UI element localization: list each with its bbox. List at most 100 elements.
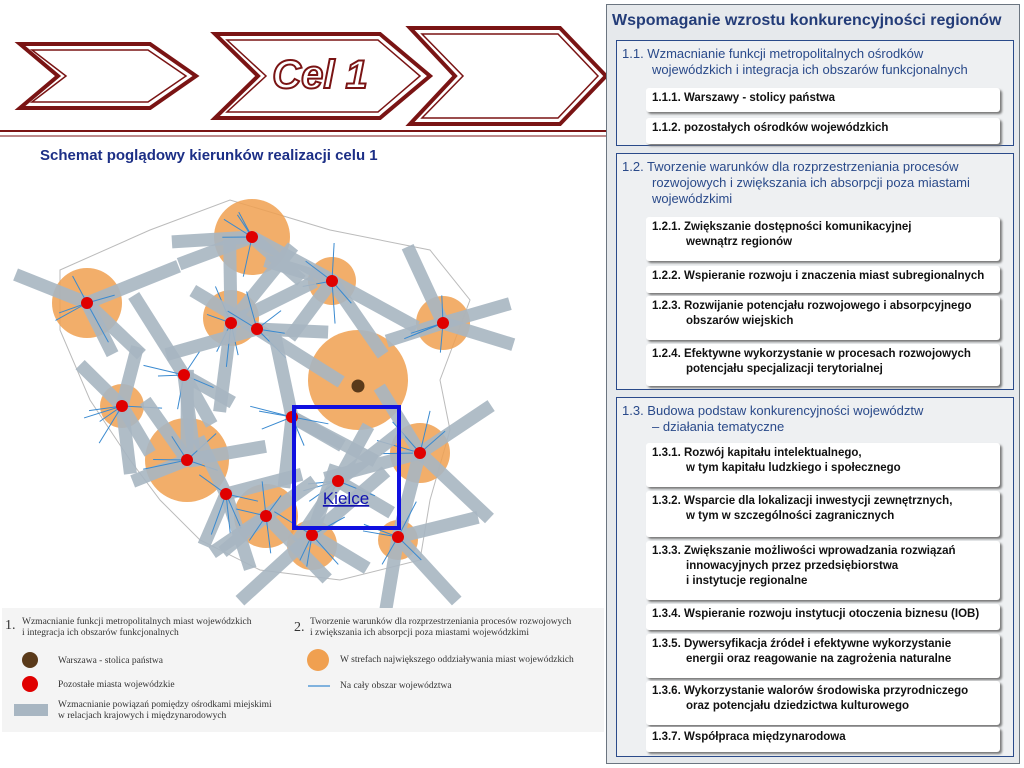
legend-item: W strefach największego oddziaływania mi… [340, 655, 574, 666]
text-line: 1.2.1. Zwiększanie dostępności komunikac… [652, 221, 912, 233]
text-line: innowacyjnych przez przedsiębiorstwa [686, 560, 899, 572]
chevrons [14, 26, 606, 126]
city [414, 447, 426, 459]
goal-label: Cel 1 [272, 53, 368, 97]
legend-item: Pozostałe miasta wojewódzkie [58, 680, 175, 691]
link-bar [235, 530, 317, 606]
text-line: i instytucje regionalne [686, 575, 808, 587]
text-line: potencjału specjalizacji terytorialnej [686, 363, 883, 375]
panel-title: Wspomaganie wzrostu konkurencyjności reg… [612, 12, 1002, 29]
city [392, 531, 404, 543]
legend-number: 1. [5, 618, 16, 633]
spread-arrow [419, 410, 431, 454]
link-bar [192, 435, 232, 497]
spread-arrow [242, 236, 253, 277]
link-bar [416, 400, 495, 459]
link-bar [393, 532, 462, 606]
text-line: wojewódzkimi [652, 191, 733, 206]
text-line: 1.2.2. Wspieranie rozwoju i znaczenia mi… [652, 270, 985, 282]
spread-arrow [265, 515, 272, 554]
link-bar [307, 466, 391, 540]
link-bar [288, 411, 346, 452]
spread-arrow [98, 405, 123, 444]
city [116, 400, 128, 412]
text-line: W strefach największego oddziaływania mi… [340, 655, 574, 665]
city [181, 454, 193, 466]
text-line: obszarów wiejskich [686, 315, 794, 327]
chevron-inner [225, 39, 422, 113]
link-bar [84, 260, 181, 310]
link-bar [396, 511, 480, 544]
legend-item: Warszawa - stolica państwa [58, 656, 163, 667]
link-bar [268, 333, 299, 419]
item-box: 1.2.2. Wspieranie rozwoju i znaczenia mi… [646, 266, 1000, 293]
item-box: 1.3.2. Wsparcie dla lokalizacji inwestyc… [646, 491, 1000, 537]
text-line: Na cały obszar województwa [340, 681, 452, 691]
legend-link [14, 704, 48, 716]
spread-arrow [86, 302, 109, 343]
item-box: 1.3.7. Współpraca międzynarodowa [646, 727, 1000, 752]
item-box: 1.3.1. Rozwój kapitału intelektualnego, w… [646, 443, 1000, 487]
spread-arrow [246, 291, 258, 330]
city [178, 369, 190, 381]
section-heading: 1.2. Tworzenie warunków dla rozprzestrze… [622, 159, 970, 207]
item-box: 1.3.3. Zwiększanie możliwości wprowadzan… [646, 541, 1000, 600]
text-line: Wzmacnianie funkcji metropolitalnych mia… [22, 617, 252, 627]
text-line: energii oraz reagowanie na zagrożenia na… [686, 653, 952, 665]
link-bar [128, 291, 190, 379]
text-line: 1.3.5. Dywersyfikacja źródeł i efektywne… [652, 638, 952, 650]
city [225, 317, 237, 329]
text-line: i zwiększania ich absorpcji poza miastam… [310, 628, 529, 638]
spread-arrow [55, 302, 88, 321]
link-bar [116, 402, 156, 457]
item-box: 1.2.1. Zwiększanie dostępności komunikac… [646, 217, 1000, 261]
link-bar [262, 475, 319, 522]
legend-item: Wzmacnianie powiązań pomiędzy ośrodkami … [58, 700, 272, 722]
city [246, 231, 258, 243]
legend-heading: Wzmacnianie funkcji metropolitalnych mia… [22, 617, 252, 639]
spread-arrow [225, 493, 231, 534]
legend-capital [22, 652, 38, 668]
text-line: 1.3.3. Zwiększanie możliwości wprowadzan… [652, 545, 956, 557]
city [81, 297, 93, 309]
text-line: 1.2.3. Rozwijanie potencjału rozwojowego… [652, 300, 972, 312]
legend-city [22, 676, 38, 692]
city [220, 488, 232, 500]
city [306, 529, 318, 541]
text-line: – działania tematyczne [652, 419, 785, 434]
link-bar [218, 510, 271, 557]
text-line: Tworzenie warunków dla rozprzestrzeniani… [310, 617, 572, 627]
item-box: 1.3.6. Wykorzystanie walorów środowiska … [646, 681, 1000, 725]
link-bar [115, 345, 144, 408]
text-line: w relacjach krajowych i międzynarodowych [58, 711, 227, 721]
text-line: w tym w szczególności zagranicznych [686, 510, 895, 522]
text-line: 1.3.1. Rozwój kapitału intelektualnego, [652, 447, 862, 459]
spread-arrow [311, 534, 339, 565]
city [326, 275, 338, 287]
link-bar [164, 322, 259, 361]
link-bar [333, 426, 406, 487]
text-line: 1.1.2. pozostałych ośrodków wojewódzkich [652, 122, 889, 134]
section-heading: 1.1. Wzmacnianie funkcji metropolitalnyc… [622, 46, 968, 78]
text-line: 1.2.4. Efektywne wykorzystanie w procesa… [652, 348, 971, 360]
link-bar [441, 316, 516, 351]
link-bar [225, 242, 299, 328]
link-bar [415, 448, 494, 524]
link-bar [328, 275, 420, 334]
text-line: 1.1. Wzmacnianie funkcji metropolitalnyc… [622, 46, 924, 61]
item-box: 1.1.1. Warszawy - stolicy państwa [646, 88, 1000, 112]
left-graphics: Cel 1 Schemat poglądowy kierunków realiz… [0, 26, 606, 732]
text-line: 1.3.7. Współpraca międzynarodowa [652, 731, 846, 743]
section-heading: 1.3. Budowa podstaw konkurencyjności woj… [622, 403, 923, 435]
capital [351, 379, 365, 393]
text-line: Pozostałe miasta wojewódzkie [58, 680, 175, 690]
link-bar [130, 453, 190, 488]
city [260, 510, 272, 522]
text-line: 1.3.6. Wykorzystanie walorów środowiska … [652, 685, 969, 697]
text-line: 1.2. Tworzenie warunków dla rozprzestrze… [622, 159, 959, 174]
link-bar [326, 277, 389, 359]
link-bar [197, 491, 232, 548]
item-box: 1.3.4. Wspieranie rozwoju instytucji oto… [646, 604, 1000, 630]
chevron-inner [29, 49, 188, 103]
